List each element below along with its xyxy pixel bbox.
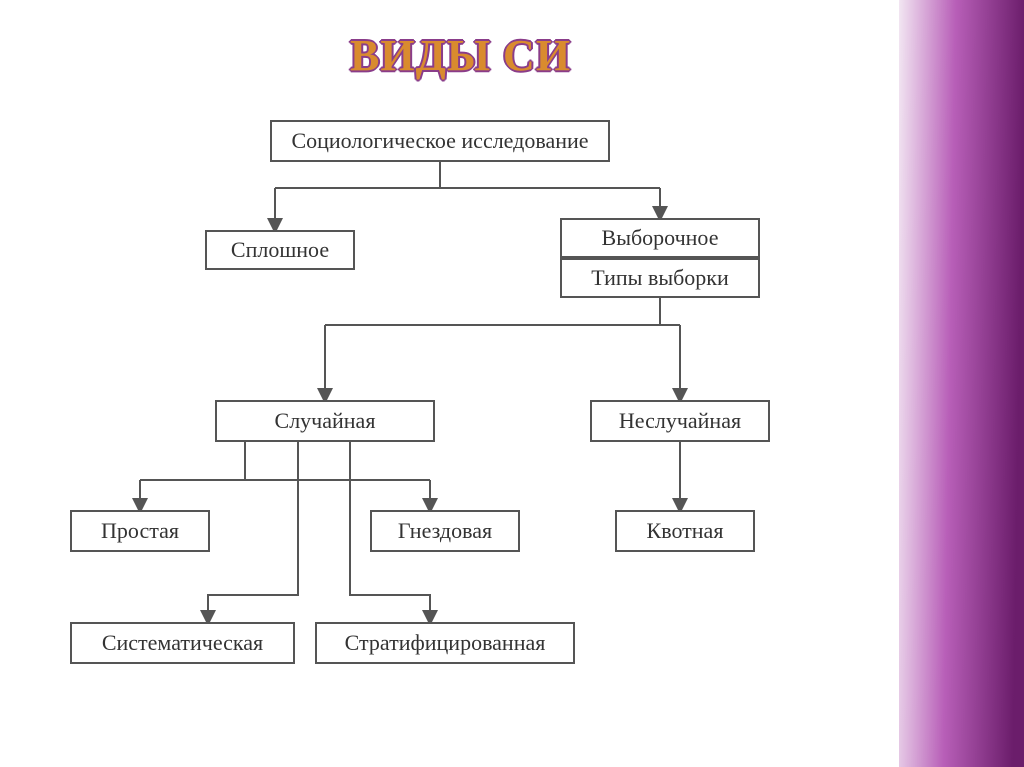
node-strat: Стратифицированная	[315, 622, 575, 664]
edge-12	[208, 442, 298, 622]
node-splosh: Сплошное	[205, 230, 355, 270]
slide-title: ВИДЫ СИ	[350, 30, 571, 81]
node-sluch: Случайная	[215, 400, 435, 442]
node-kvot: Квотная	[615, 510, 755, 552]
slide: ВИДЫ СИ Социологическое исследование Спло…	[0, 0, 1024, 767]
node-sistem: Систематическая	[70, 622, 295, 664]
node-gnezd: Гнездовая	[370, 510, 520, 552]
node-root: Социологическое исследование	[270, 120, 610, 162]
side-gradient	[899, 0, 1024, 767]
node-vybor: Выборочное	[560, 218, 760, 258]
node-nesluch: Неслучайная	[590, 400, 770, 442]
diagram-container: Социологическое исследование Сплошное Выбо…	[50, 110, 900, 730]
node-tipy: Типы выборки	[560, 258, 760, 298]
node-prost: Простая	[70, 510, 210, 552]
